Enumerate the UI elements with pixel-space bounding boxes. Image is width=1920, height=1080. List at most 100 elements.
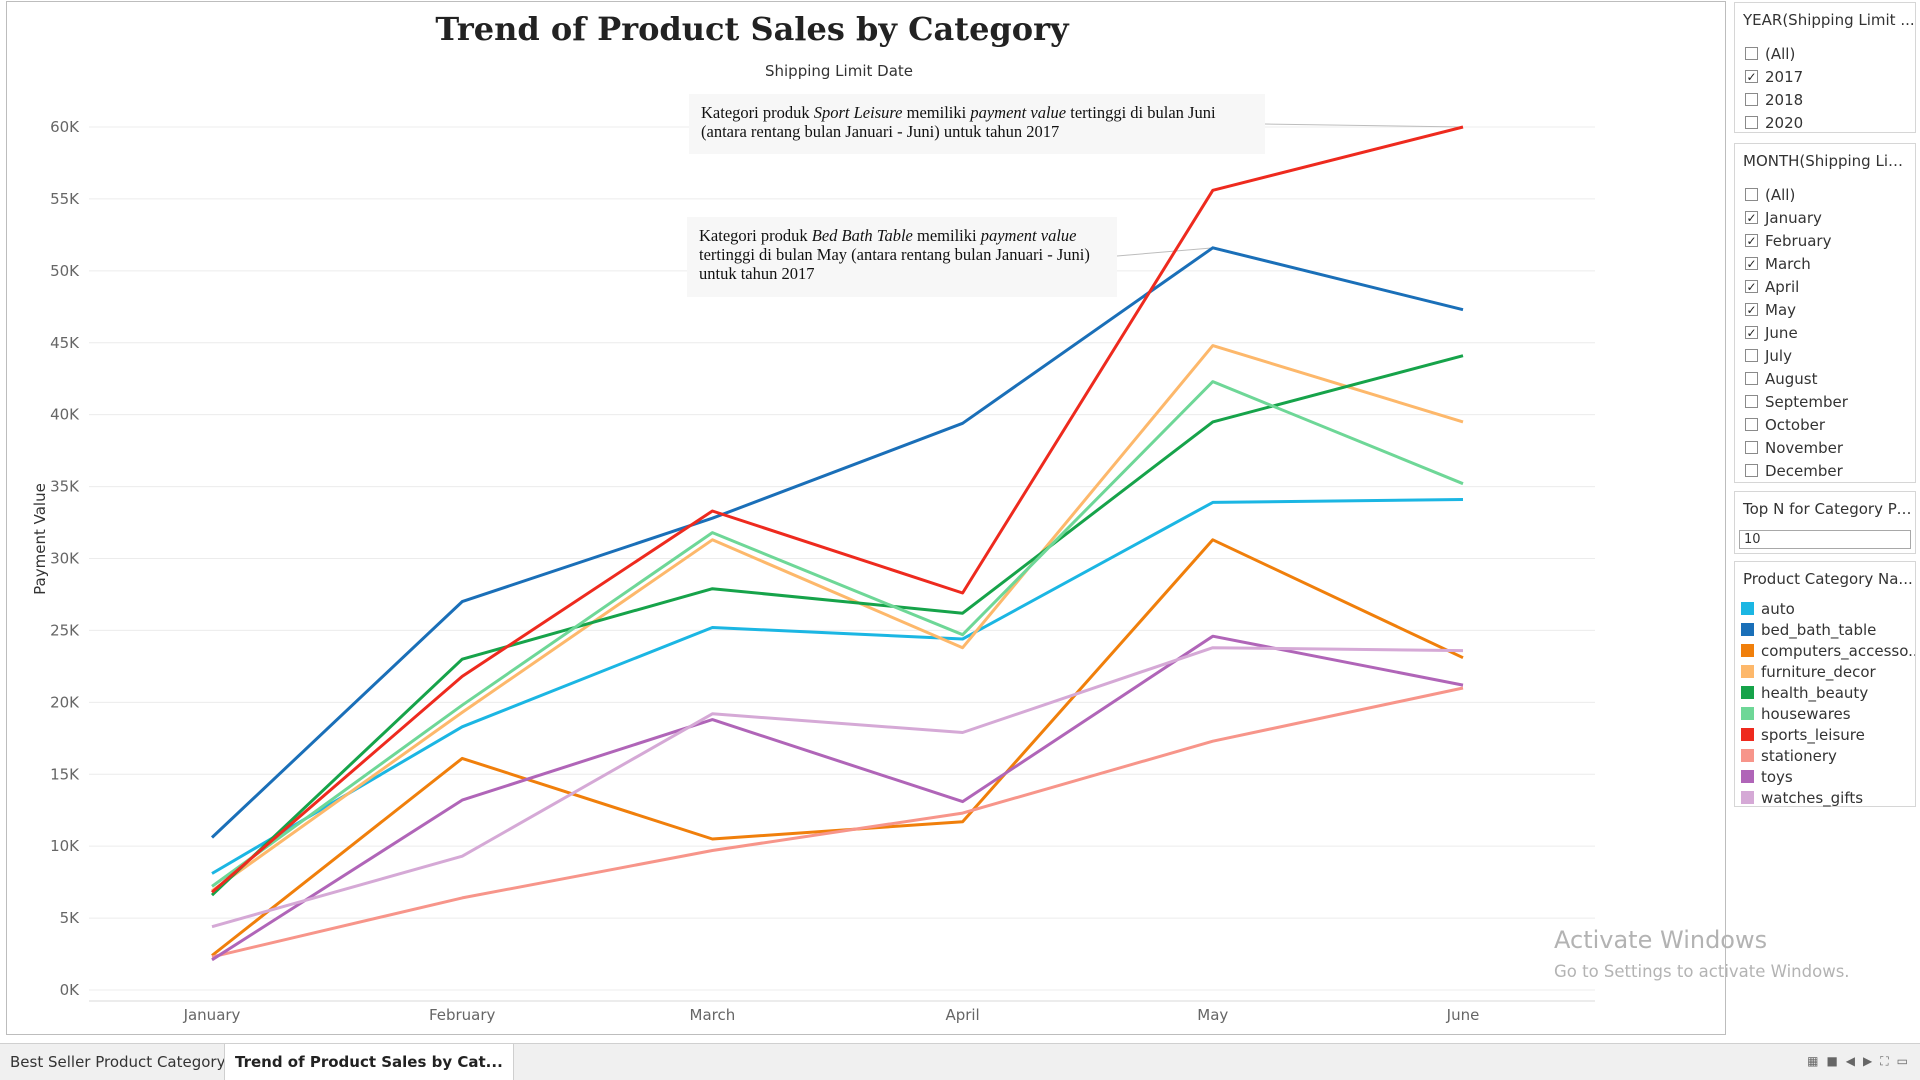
year-filter-title[interactable]: YEAR(Shipping Limit ... xyxy=(1743,11,1915,29)
month-filter-checkbox-0[interactable] xyxy=(1745,188,1758,201)
legend-item-4[interactable]: health_beauty xyxy=(1735,682,1915,703)
y-tick-label: 30K xyxy=(50,550,80,568)
month-filter-checkbox-11[interactable] xyxy=(1745,441,1758,454)
year-filter-checkbox-3[interactable] xyxy=(1745,116,1758,129)
year-filter-item-2[interactable]: 2018 xyxy=(1735,88,1915,111)
legend-item-0[interactable]: auto xyxy=(1735,598,1915,619)
prev-sheet-icon[interactable]: ◀ xyxy=(1845,1054,1856,1068)
month-filter-checkbox-1[interactable]: ✓ xyxy=(1745,210,1758,225)
legend-label: health_beauty xyxy=(1761,683,1869,702)
series-line-auto[interactable] xyxy=(211,498,1464,875)
series-line-watches-gifts[interactable] xyxy=(211,646,1464,929)
legend-item-7[interactable]: stationery xyxy=(1735,745,1915,766)
y-tick-label: 20K xyxy=(50,693,80,711)
legend-label: auto xyxy=(1761,599,1795,618)
legend-title: Product Category Na... xyxy=(1743,570,1913,588)
legend-item-6[interactable]: sports_leisure xyxy=(1735,724,1915,745)
y-tick-label: 60K xyxy=(50,118,80,136)
month-filter-item-label: January xyxy=(1765,208,1822,227)
month-filter-item-2[interactable]: ✓ February xyxy=(1735,229,1915,252)
series-line-sports-leisure[interactable] xyxy=(211,125,1464,894)
legend-item-3[interactable]: furniture_decor xyxy=(1735,661,1915,682)
month-filter-item-6[interactable]: ✓ June xyxy=(1735,321,1915,344)
legend-swatch xyxy=(1741,686,1754,699)
month-filter-item-11[interactable]: November xyxy=(1735,436,1915,459)
legend-item-5[interactable]: housewares xyxy=(1735,703,1915,724)
series-line-stationery[interactable] xyxy=(211,686,1464,959)
x-tick-label: February xyxy=(429,1006,496,1024)
series-line-housewares[interactable] xyxy=(211,380,1464,888)
month-filter-checkbox-5[interactable]: ✓ xyxy=(1745,302,1758,317)
series-line-toys[interactable] xyxy=(211,634,1464,962)
tab-trend-sales[interactable]: Trend of Product Sales by Cat... xyxy=(224,1044,514,1080)
month-filter-item-8[interactable]: August xyxy=(1735,367,1915,390)
grid-view-icon[interactable]: ▦ xyxy=(1807,1054,1819,1068)
month-filter-checkbox-8[interactable] xyxy=(1745,372,1758,385)
month-filter-item-label: August xyxy=(1765,369,1818,388)
fullscreen-icon[interactable]: ⛶ xyxy=(1880,1054,1889,1068)
series-line-furniture-decor[interactable] xyxy=(211,344,1464,893)
month-filter-item-3[interactable]: ✓ March xyxy=(1735,252,1915,275)
month-filter-checkbox-10[interactable] xyxy=(1745,418,1758,431)
line-chart: Trend of Product Sales by Category Shipp… xyxy=(31,10,1595,1024)
x-tick-label: April xyxy=(945,1006,979,1024)
year-filter-item-label: 2017 xyxy=(1765,67,1804,86)
month-filter-item-label: May xyxy=(1765,300,1797,319)
month-filter-checkbox-9[interactable] xyxy=(1745,395,1758,408)
month-filter-item-9[interactable]: September xyxy=(1735,390,1915,413)
month-filter-item-label: June xyxy=(1765,323,1798,342)
year-filter-item-3[interactable]: 2020 xyxy=(1735,111,1915,134)
month-filter-item-5[interactable]: ✓ May xyxy=(1735,298,1915,321)
legend-item-9[interactable]: watches_gifts xyxy=(1735,787,1915,808)
legend-swatch xyxy=(1741,749,1754,762)
month-filter-checkbox-6[interactable]: ✓ xyxy=(1745,325,1758,340)
present-icon[interactable]: ▭ xyxy=(1896,1054,1908,1068)
month-filter-item-1[interactable]: ✓ January xyxy=(1735,206,1915,229)
annotation-connector xyxy=(1264,123,1464,128)
series-line-bed-bath-table[interactable] xyxy=(210,246,1464,839)
legend-item-1[interactable]: bed_bath_table xyxy=(1735,619,1915,640)
viz-frame: Trend of Product Sales by Category Shipp… xyxy=(6,1,1726,1035)
topn-input[interactable]: 10 xyxy=(1739,530,1911,549)
y-tick-label: 0K xyxy=(60,981,81,999)
legend-item-2[interactable]: computers_accesso... xyxy=(1735,640,1915,661)
year-filter-item-0[interactable]: (All) xyxy=(1735,42,1915,65)
y-tick-label: 55K xyxy=(50,190,80,208)
month-filter-item-label: September xyxy=(1765,392,1848,411)
series-line-health-beauty[interactable] xyxy=(210,354,1464,897)
year-filter-checkbox-0[interactable] xyxy=(1745,47,1758,60)
month-filter-item-0[interactable]: (All) xyxy=(1735,183,1915,206)
sheet-tab-bar: Best Seller Product Category Trend of Pr… xyxy=(0,1043,1920,1080)
legend-swatch xyxy=(1741,707,1754,720)
month-filter-item-7[interactable]: July xyxy=(1735,344,1915,367)
y-tick-label: 25K xyxy=(50,621,80,639)
year-filter-checkbox-2[interactable] xyxy=(1745,93,1758,106)
activation-watermark: Activate Windows Go to Settings to activ… xyxy=(1554,926,1850,981)
year-filter-item-label: (All) xyxy=(1765,44,1796,63)
month-filter-item-label: October xyxy=(1765,415,1826,434)
legend-item-8[interactable]: toys xyxy=(1735,766,1915,787)
month-filter-checkbox-3[interactable]: ✓ xyxy=(1745,256,1758,271)
month-filter-checkbox-2[interactable]: ✓ xyxy=(1745,233,1758,248)
y-tick-label: 50K xyxy=(50,262,80,280)
tab-best-seller[interactable]: Best Seller Product Category xyxy=(10,1053,226,1071)
annotation-connector xyxy=(1116,247,1213,257)
year-filter-checkbox-1[interactable]: ✓ xyxy=(1745,69,1758,84)
single-view-icon[interactable]: ■ xyxy=(1826,1054,1838,1068)
legend-card: Product Category Na... auto bed_bath_tabl… xyxy=(1734,561,1916,807)
legend-label: watches_gifts xyxy=(1761,788,1864,807)
x-axis-header: Shipping Limit Date xyxy=(765,62,913,80)
month-filter-title[interactable]: MONTH(Shipping Lim... xyxy=(1743,152,1915,170)
legend-swatch xyxy=(1741,602,1754,615)
month-filter-checkbox-12[interactable] xyxy=(1745,464,1758,477)
month-filter-item-10[interactable]: October xyxy=(1735,413,1915,436)
x-tick-label: May xyxy=(1197,1006,1228,1024)
month-filter-card: MONTH(Shipping Lim... (All) ✓ January ✓ Febr… xyxy=(1734,143,1916,483)
month-filter-checkbox-7[interactable] xyxy=(1745,349,1758,362)
chart-title: Trend of Product Sales by Category xyxy=(435,10,1070,48)
year-filter-item-1[interactable]: ✓ 2017 xyxy=(1735,65,1915,88)
next-sheet-icon[interactable]: ▶ xyxy=(1863,1054,1873,1068)
month-filter-item-12[interactable]: December xyxy=(1735,459,1915,482)
month-filter-checkbox-4[interactable]: ✓ xyxy=(1745,279,1758,294)
month-filter-item-4[interactable]: ✓ April xyxy=(1735,275,1915,298)
